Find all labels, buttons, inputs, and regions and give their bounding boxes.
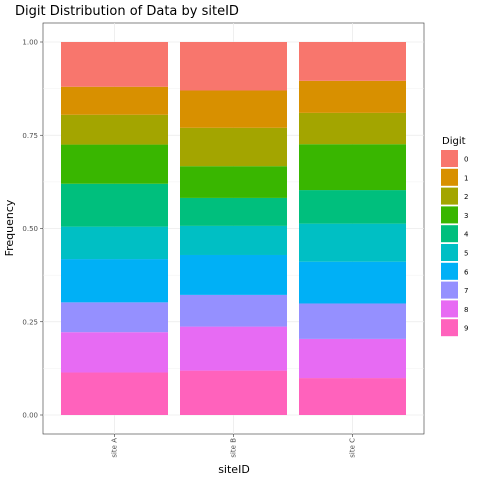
bar-segment-site-b-digit-4 — [180, 197, 287, 226]
bar-segment-site-c-digit-4 — [299, 190, 406, 224]
x-tick-label: site A — [111, 438, 119, 458]
plot-panel: site A site B site C 0.00 0.25 0.50 0.75 1.00 — [22, 22, 425, 458]
bar-segment-site-b-digit-0 — [180, 42, 287, 91]
bar-segment-site-a-digit-9 — [61, 372, 168, 415]
bar-segment-site-c-digit-1 — [299, 80, 406, 113]
legend-key-digit-7 — [441, 281, 458, 299]
y-tick-label: 0.00 — [22, 412, 38, 420]
bar-segment-site-c-digit-5 — [299, 223, 406, 262]
bar-segment-site-b-digit-9 — [180, 370, 287, 415]
bar-segment-site-b-digit-1 — [180, 90, 287, 128]
bar-segment-site-c-digit-7 — [299, 303, 406, 339]
x-axis-title: siteID — [218, 463, 250, 476]
bar-segment-site-a-digit-7 — [61, 302, 168, 333]
legend-key-digit-0 — [441, 150, 458, 167]
bar-segment-site-c-digit-0 — [299, 42, 406, 81]
y-tick-label: 0.50 — [22, 225, 38, 233]
bar-segment-site-c-digit-2 — [299, 112, 406, 145]
legend-title: Digit — [442, 136, 466, 147]
bar-segment-site-a-digit-2 — [61, 114, 168, 145]
legend-label-digit-2: 2 — [464, 193, 468, 201]
y-tick-label: 0.25 — [22, 318, 38, 326]
bar-segment-site-a-digit-0 — [61, 42, 168, 87]
bar-segment-site-b-digit-8 — [180, 326, 287, 371]
legend-label-digit-7: 7 — [464, 287, 468, 295]
legend-key-digit-5 — [441, 244, 458, 261]
bar-segment-site-a-digit-8 — [61, 332, 168, 373]
legend-label-digit-9: 9 — [464, 325, 468, 333]
bar-segment-site-c-digit-6 — [299, 261, 406, 304]
legend-key-digit-3 — [441, 206, 458, 224]
legend-key-digit-1 — [441, 168, 458, 186]
y-axis-title: Frequency — [3, 199, 16, 256]
bar-segment-site-b-digit-2 — [180, 127, 287, 167]
x-tick-label: site C — [349, 438, 357, 458]
bar-segment-site-a-digit-4 — [61, 183, 168, 227]
legend: Digit 0 1 2 3 4 5 6 7 8 9 — [441, 136, 469, 337]
legend-label-digit-5: 5 — [464, 250, 468, 258]
bar-segment-site-a-digit-5 — [61, 226, 168, 260]
bar-segment-site-c-digit-8 — [299, 338, 406, 379]
y-tick-label: 1.00 — [22, 39, 38, 47]
bar-segment-site-c-digit-9 — [299, 378, 406, 415]
legend-key-digit-4 — [441, 225, 458, 243]
legend-label-digit-0: 0 — [464, 156, 468, 164]
legend-label-digit-3: 3 — [464, 212, 468, 220]
chart-title: Digit Distribution of Data by siteID — [15, 4, 239, 19]
legend-key-digit-2 — [441, 187, 458, 205]
legend-label-digit-8: 8 — [464, 306, 468, 314]
legend-key-digit-6 — [441, 262, 458, 280]
bar-segment-site-b-digit-3 — [180, 166, 287, 198]
legend-label-digit-1: 1 — [464, 174, 468, 182]
bar-segment-site-a-digit-6 — [61, 259, 168, 303]
bar-segment-site-a-digit-3 — [61, 144, 168, 184]
legend-label-digit-4: 4 — [464, 231, 469, 239]
bar-segment-site-a-digit-1 — [61, 86, 168, 115]
legend-key-digit-9 — [441, 319, 458, 337]
bar-segment-site-c-digit-3 — [299, 144, 406, 191]
x-tick-label: site B — [230, 438, 238, 458]
legend-label-digit-6: 6 — [464, 268, 469, 276]
bar-segment-site-b-digit-6 — [180, 254, 287, 295]
y-tick-label: 0.75 — [22, 132, 38, 140]
legend-key-digit-8 — [441, 300, 458, 318]
bar-segment-site-b-digit-5 — [180, 225, 287, 255]
bar-segment-site-b-digit-7 — [180, 294, 287, 327]
